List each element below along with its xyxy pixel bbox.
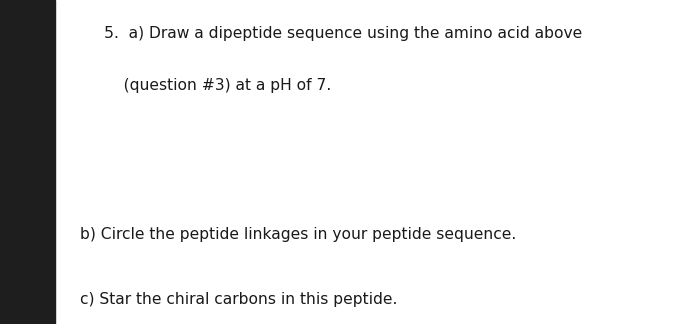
Text: b) Circle the peptide linkages in your peptide sequence.: b) Circle the peptide linkages in your p… (80, 227, 517, 242)
Text: 5.  a) Draw a dipeptide sequence using the amino acid above: 5. a) Draw a dipeptide sequence using th… (104, 26, 582, 41)
Text: (question #3) at a pH of 7.: (question #3) at a pH of 7. (104, 78, 331, 93)
Text: c) Star the chiral carbons in this peptide.: c) Star the chiral carbons in this pepti… (80, 292, 398, 307)
